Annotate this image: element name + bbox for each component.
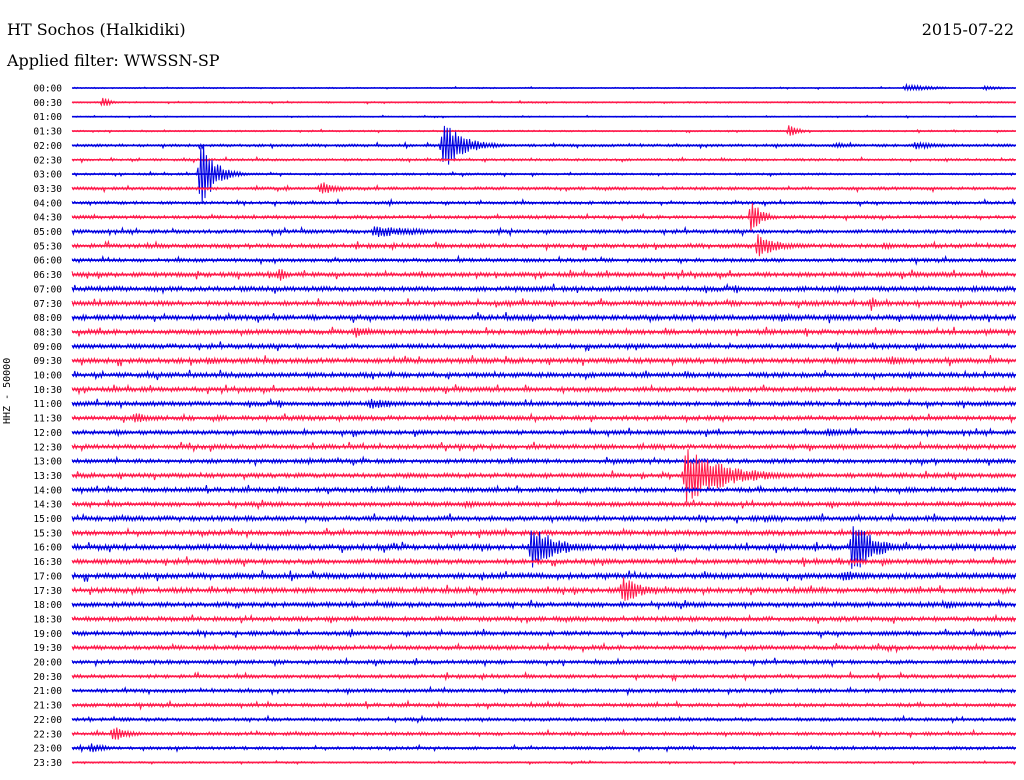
time-label: 01:30 xyxy=(33,127,62,138)
time-label: 04:00 xyxy=(33,198,62,209)
time-label: 09:00 xyxy=(33,342,62,353)
time-label: 20:00 xyxy=(33,658,62,669)
time-label: 13:00 xyxy=(33,457,62,468)
time-label: 00:30 xyxy=(33,98,62,109)
time-label: 03:00 xyxy=(33,170,62,181)
time-label: 11:00 xyxy=(33,399,62,410)
time-label: 12:00 xyxy=(33,428,62,439)
time-label: 20:30 xyxy=(33,672,62,683)
time-label: 04:30 xyxy=(33,213,62,224)
time-label: 18:00 xyxy=(33,600,62,611)
time-label: 17:00 xyxy=(33,571,62,582)
time-label: 03:30 xyxy=(33,184,62,195)
time-label: 22:30 xyxy=(33,729,62,740)
time-label: 14:30 xyxy=(33,500,62,511)
time-label: 23:00 xyxy=(33,744,62,755)
time-label: 05:30 xyxy=(33,241,62,252)
time-label: 19:00 xyxy=(33,629,62,640)
time-label: 22:00 xyxy=(33,715,62,726)
trace-group xyxy=(71,82,1017,766)
time-label: 21:30 xyxy=(33,701,62,712)
time-label-group: 00:00 00:30 01:00 01:30 02:00 02:30 03:00 03:30… xyxy=(33,84,62,769)
time-label: 18:30 xyxy=(33,614,62,625)
time-label: 02:00 xyxy=(33,141,62,152)
time-label: 06:00 xyxy=(33,256,62,267)
time-label: 08:30 xyxy=(33,327,62,338)
seismogram-trace xyxy=(71,577,1017,601)
time-label: 17:30 xyxy=(33,586,62,597)
time-label: 02:30 xyxy=(33,155,62,166)
seismogram-trace xyxy=(71,297,1017,311)
time-label: 10:30 xyxy=(33,385,62,396)
filter-label: Applied filter: WWSSN-SP xyxy=(7,51,220,70)
seismogram-trace xyxy=(71,498,1016,511)
date-label: 2015-07-22 xyxy=(921,20,1014,39)
time-label: 07:30 xyxy=(33,299,62,310)
time-label: 14:00 xyxy=(33,485,62,496)
time-label: 08:00 xyxy=(33,313,62,324)
time-label: 19:30 xyxy=(33,643,62,654)
time-label: 12:30 xyxy=(33,442,62,453)
time-label: 10:00 xyxy=(33,371,62,382)
time-label: 15:00 xyxy=(33,514,62,525)
time-label: 07:00 xyxy=(33,284,62,295)
seismogram-trace xyxy=(71,268,1017,281)
time-label: 05:00 xyxy=(33,227,62,238)
time-label: 00:00 xyxy=(33,84,62,95)
time-label: 16:30 xyxy=(33,557,62,568)
time-label: 21:00 xyxy=(33,686,62,697)
time-label: 13:30 xyxy=(33,471,62,482)
time-label: 09:30 xyxy=(33,356,62,367)
time-label: 11:30 xyxy=(33,414,62,425)
time-label: 15:30 xyxy=(33,528,62,539)
time-label: 06:30 xyxy=(33,270,62,281)
time-label: 16:00 xyxy=(33,543,62,554)
time-label: 01:00 xyxy=(33,112,62,123)
station-title: HT Sochos (Halkidiki) xyxy=(7,20,186,39)
time-label: 23:30 xyxy=(33,758,62,769)
